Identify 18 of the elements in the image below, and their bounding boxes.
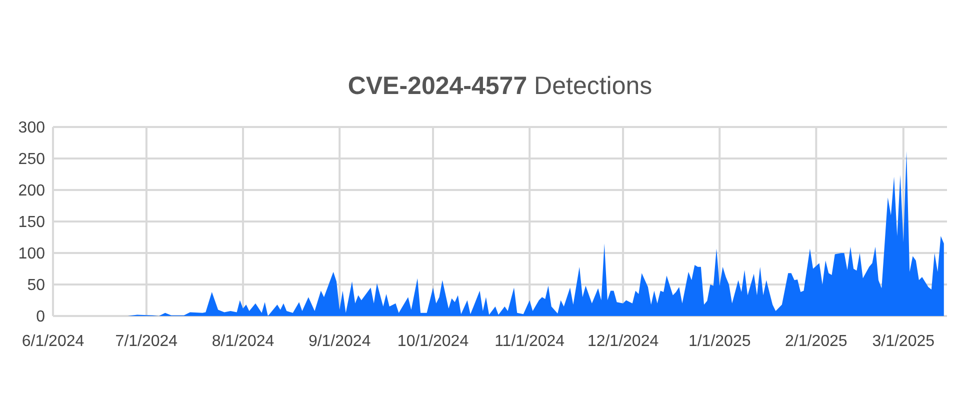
y-tick-label: 150 [18,214,46,232]
x-tick-label: 2/1/2025 [785,333,848,350]
x-tick-label: 1/1/2025 [688,333,751,350]
x-tick-label: 9/1/2024 [308,333,371,350]
y-tick-label: 0 [36,308,46,326]
x-tick-label: 11/1/2024 [494,333,565,350]
y-tick-label: 200 [18,182,46,200]
x-tick-label: 12/1/2024 [587,333,659,350]
y-tick-label: 50 [27,277,46,294]
x-tick-label: 10/1/2024 [397,333,469,350]
y-tick-label: 250 [18,151,46,168]
x-tick-label: 3/1/2025 [872,333,935,350]
x-tick-label: 7/1/2024 [115,333,178,350]
x-tick-label: 8/1/2024 [212,333,274,350]
y-tick-label: 300 [18,120,46,137]
x-tick-label: 6/1/2024 [22,333,84,350]
chart-title: CVE-2024-4577 Detections [348,72,652,100]
y-tick-label: 100 [18,246,46,263]
